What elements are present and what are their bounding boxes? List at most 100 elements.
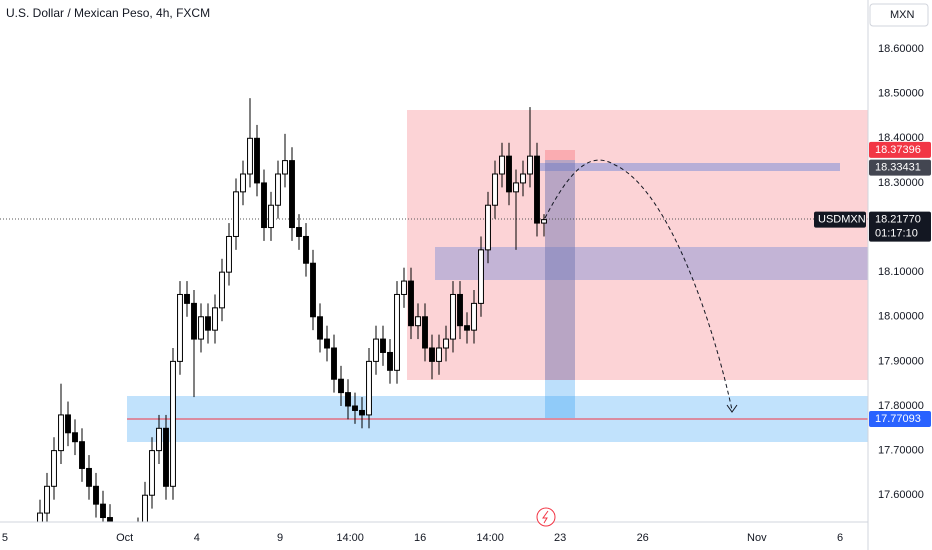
candle-body xyxy=(79,441,85,469)
candle-body xyxy=(457,293,463,327)
candle-body xyxy=(65,414,71,434)
x-tick-label: 16 xyxy=(414,532,426,544)
y-tick-label: 18.50000 xyxy=(878,88,924,100)
range-box xyxy=(407,110,868,380)
event-bolt xyxy=(542,510,549,524)
currency-box[interactable] xyxy=(869,3,929,27)
candle-body xyxy=(156,427,162,452)
position-reward xyxy=(545,160,575,418)
x-tick-label: 23 xyxy=(554,532,566,544)
y-tick-label: 17.80000 xyxy=(878,400,924,412)
candle-body xyxy=(387,351,393,371)
candle-body xyxy=(541,219,547,224)
y-tick-label: 18.00000 xyxy=(878,311,924,323)
candle-body xyxy=(429,347,435,362)
position-risk xyxy=(545,150,575,380)
candle-body xyxy=(450,293,456,340)
candle-body xyxy=(422,316,428,349)
candle-body xyxy=(443,338,449,349)
x-tick-label: 14:00 xyxy=(336,532,364,544)
x-tick-label: Nov xyxy=(747,532,767,544)
candle-body xyxy=(324,338,330,349)
candle-body xyxy=(310,262,316,318)
price-tag-label: 17.77093 xyxy=(875,413,921,425)
candle-body xyxy=(268,204,274,229)
symbol-label: USDMXN xyxy=(818,214,866,226)
candle-body xyxy=(352,405,358,411)
candle-body xyxy=(86,467,92,487)
candle-body xyxy=(100,503,106,519)
y-tick-label: 18.10000 xyxy=(878,266,924,278)
candle-body xyxy=(184,293,190,304)
price-tag-label: 18.37396 xyxy=(875,144,921,156)
candle-body xyxy=(163,427,169,487)
candle-body xyxy=(93,485,99,505)
candle-body xyxy=(366,360,372,416)
price-tag xyxy=(869,211,931,242)
candle-body xyxy=(471,302,477,331)
candle-body xyxy=(51,450,57,487)
candle-body xyxy=(527,155,533,175)
candle-body xyxy=(359,409,365,416)
y-tick-label: 18.30000 xyxy=(878,177,924,189)
x-tick-label: 14:00 xyxy=(476,532,504,544)
candle-body xyxy=(499,155,505,175)
candle-body xyxy=(401,280,407,295)
price-tag xyxy=(869,159,931,176)
candle-body xyxy=(338,378,344,394)
candle-body xyxy=(254,137,260,184)
candle-body xyxy=(136,531,141,549)
price-tag xyxy=(869,141,931,158)
candle-body xyxy=(170,360,176,487)
candle-body xyxy=(282,160,288,175)
candle-body xyxy=(408,280,414,327)
candle-body xyxy=(534,155,540,224)
candle-body xyxy=(44,485,50,514)
candle-body xyxy=(261,182,267,229)
price-tag-label: 18.21770 xyxy=(875,214,921,226)
candle-body xyxy=(240,173,246,193)
x-tick-label: 6 xyxy=(837,532,843,544)
x-tick-label: 26 xyxy=(637,532,649,544)
candle-body xyxy=(58,414,64,452)
candle-body xyxy=(107,517,113,522)
candle-body xyxy=(436,347,442,362)
x-tick-label: 9 xyxy=(277,532,283,544)
candle-body xyxy=(275,173,281,206)
candle-body xyxy=(219,271,225,309)
candle-body xyxy=(198,316,204,340)
candle-body xyxy=(212,307,218,331)
candle-body xyxy=(296,227,302,237)
x-tick-label: 5 xyxy=(2,532,8,544)
candle-body xyxy=(464,325,470,331)
event-icon[interactable] xyxy=(536,507,556,527)
candle-body xyxy=(142,494,148,522)
candle-body xyxy=(191,302,197,340)
x-tick-label: 4 xyxy=(194,532,200,544)
candle-body xyxy=(149,450,155,496)
x-tick-label: Oct xyxy=(116,532,133,544)
candle-body xyxy=(247,137,253,175)
candle-body xyxy=(345,392,351,407)
candle-body xyxy=(331,347,337,380)
drawings xyxy=(0,110,868,442)
candle-body xyxy=(373,338,379,362)
candle-body xyxy=(226,235,232,273)
candle-body xyxy=(233,191,239,237)
y-tick-label: 17.90000 xyxy=(878,355,924,367)
candle-body xyxy=(513,182,519,193)
chart-title: U.S. Dollar / Mexican Peso, 4h, FXCM xyxy=(6,6,210,20)
target-box xyxy=(540,163,840,171)
candle-body xyxy=(394,293,400,371)
candle-body xyxy=(492,173,498,206)
arrow-head xyxy=(726,404,738,413)
y-tick-label: 18.40000 xyxy=(878,132,924,144)
y-tick-label: 18.60000 xyxy=(878,43,924,55)
candle-body xyxy=(289,160,295,229)
price-tag-label: 18.33431 xyxy=(875,162,921,174)
y-tick-label: 17.70000 xyxy=(878,445,924,457)
price-tag xyxy=(869,410,931,427)
candle-body xyxy=(520,173,526,184)
candle-body xyxy=(205,316,211,331)
candle-body xyxy=(177,293,183,362)
